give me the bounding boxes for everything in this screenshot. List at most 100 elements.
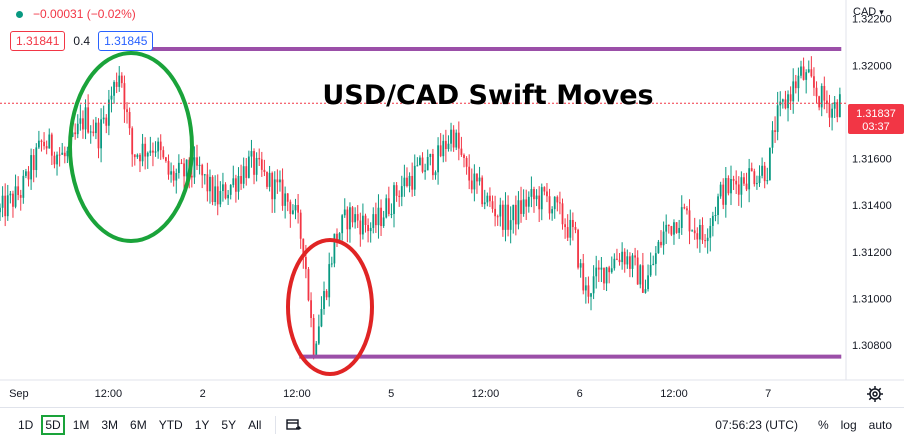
log-toggle[interactable]: log <box>840 418 857 432</box>
candle <box>203 173 206 185</box>
candle <box>141 133 144 167</box>
chevron-down-icon: ▾ <box>879 7 884 17</box>
candle <box>551 206 554 221</box>
candle <box>546 183 548 203</box>
currency-selector[interactable]: CAD ▾ <box>853 6 884 18</box>
candle <box>253 148 255 185</box>
candle <box>807 60 810 74</box>
percent-toggle[interactable]: % <box>817 418 829 432</box>
candle <box>32 148 35 183</box>
candle <box>146 151 149 169</box>
bid-price[interactable]: 1.31841 <box>10 31 66 51</box>
candle <box>185 159 188 183</box>
range-all-button[interactable]: All <box>248 418 262 432</box>
bid-ask-row: 1.31841 0.4 1.31845 <box>10 31 154 51</box>
x-tick-label: 7 <box>765 388 771 400</box>
candle <box>167 154 170 180</box>
candle <box>79 104 82 131</box>
candle <box>87 94 90 134</box>
y-tick-label: 1.31200 <box>852 247 892 259</box>
candle <box>592 265 595 300</box>
candle <box>579 259 582 278</box>
candle <box>800 60 802 79</box>
candle <box>105 114 108 134</box>
range-3m-button[interactable]: 3M <box>101 418 119 432</box>
candle <box>325 289 328 301</box>
candle <box>525 189 528 221</box>
candle <box>540 183 543 221</box>
candle <box>144 137 147 170</box>
candle <box>613 253 616 271</box>
candle <box>743 173 745 186</box>
candle <box>717 193 719 225</box>
candle <box>245 158 248 186</box>
ask-price[interactable]: 1.31845 <box>98 31 154 51</box>
candle <box>100 108 102 163</box>
gear-icon[interactable] <box>866 385 884 403</box>
y-tick-label: 1.32200 <box>852 14 892 26</box>
auto-toggle[interactable]: auto <box>868 418 892 432</box>
y-axis: 1.322001.320001.318001.316001.314001.312… <box>852 14 892 352</box>
candle <box>776 91 779 141</box>
range-5d-button[interactable]: 5D <box>41 415 65 435</box>
candle <box>431 148 434 180</box>
candle <box>110 86 113 113</box>
candle <box>92 119 95 137</box>
candle <box>802 57 805 81</box>
candle <box>792 68 795 114</box>
candle <box>9 190 12 204</box>
candle <box>434 170 437 180</box>
candle <box>831 102 833 131</box>
candle <box>494 195 497 227</box>
candle <box>40 139 43 152</box>
candle <box>517 191 520 230</box>
candle <box>533 186 535 213</box>
candle <box>273 171 276 213</box>
range-1y-button[interactable]: 1Y <box>194 418 210 432</box>
candle <box>115 72 118 94</box>
date-range-icon[interactable] <box>286 418 303 432</box>
candle <box>709 218 712 252</box>
candle <box>704 234 706 248</box>
utc-clock[interactable]: 07:56:23 (UTC) <box>715 418 798 432</box>
candle <box>330 256 333 268</box>
candle <box>426 149 429 171</box>
candle <box>667 224 670 234</box>
range-ytd-button[interactable]: YTD <box>158 418 183 432</box>
candle <box>701 217 704 244</box>
candle <box>385 194 388 219</box>
candlestick-series <box>0 56 841 360</box>
candle <box>76 114 79 139</box>
range-6m-button[interactable]: 6M <box>130 418 147 432</box>
candle <box>535 189 538 207</box>
candle <box>561 198 564 230</box>
candle <box>522 189 525 217</box>
candle <box>118 66 121 92</box>
candle <box>310 292 312 328</box>
candle <box>587 276 590 304</box>
candle <box>582 253 585 295</box>
range-1d-button[interactable]: 1D <box>18 418 34 432</box>
x-axis: Sep 12:00 2 12:00 5 12:00 6 12:00 7 <box>9 388 771 400</box>
candle <box>53 151 56 169</box>
candle <box>654 246 657 276</box>
candle <box>512 204 515 234</box>
candle <box>400 175 403 207</box>
candle <box>460 136 463 157</box>
candle <box>605 266 608 292</box>
candle <box>393 182 395 228</box>
candle <box>222 172 224 202</box>
candle <box>636 250 639 285</box>
candle <box>797 67 800 102</box>
last-price-label: 1.31837 <box>856 108 896 120</box>
change-row: −0.00031 (−0.02%) <box>16 7 136 21</box>
candle <box>421 152 424 174</box>
candle <box>30 148 33 190</box>
candle <box>126 102 128 124</box>
candle <box>553 196 556 219</box>
range-1m-button[interactable]: 1M <box>72 418 90 432</box>
range-5y-button[interactable]: 5Y <box>221 418 237 432</box>
candle <box>165 156 167 163</box>
candle <box>406 167 408 188</box>
